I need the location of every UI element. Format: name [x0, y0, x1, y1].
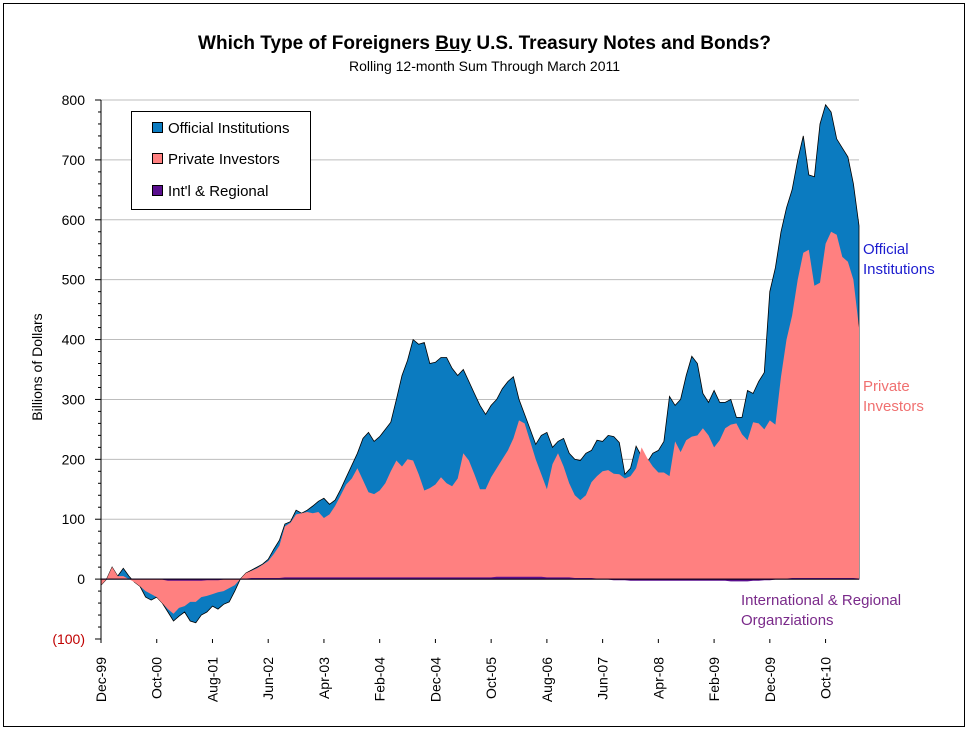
y-tick-label: 800 — [62, 92, 86, 108]
annotation-line: Organziations — [741, 612, 834, 629]
y-tick-label: 200 — [62, 451, 86, 467]
x-tick-label: Dec-99 — [93, 657, 109, 702]
annotation-line: Official — [863, 241, 909, 258]
y-tick-label: 500 — [62, 272, 86, 288]
axes — [95, 99, 859, 640]
chart-title: Which Type of Foreigners Buy U.S. Treasu… — [0, 33, 969, 55]
annotation-line: Institutions — [863, 261, 935, 278]
x-tick-label: Jun-07 — [595, 657, 611, 700]
title-part: Which Type of Foreigners — [198, 33, 436, 54]
y-tick-label: 100 — [62, 511, 86, 527]
legend-label: Official Institutions — [168, 120, 290, 137]
annotation-official: Official Institutions — [863, 240, 935, 280]
x-tick-label: Feb-04 — [372, 657, 388, 702]
y-tick-label: 400 — [62, 332, 86, 348]
y-tick-label: 600 — [62, 212, 86, 228]
y-tick-label: 0 — [77, 571, 85, 587]
title-emphasis: Buy — [435, 33, 472, 54]
x-tick-label: Oct-05 — [483, 657, 499, 699]
annotation-line: Investors — [863, 398, 924, 415]
x-tick-label: Dec-04 — [427, 657, 443, 702]
legend-label: Private Investors — [168, 151, 280, 168]
annotation-line: Private — [863, 378, 910, 395]
legend-item-intl: Int'l & Regional — [152, 183, 268, 200]
legend-item-private: Private Investors — [152, 151, 280, 168]
legend-swatch — [152, 185, 163, 196]
x-tick-label: Feb-09 — [706, 657, 722, 702]
y-axis-label: Billions of Dollars — [29, 313, 45, 420]
x-tick-label: Oct-10 — [818, 657, 834, 699]
x-tick-label: Apr-08 — [650, 657, 666, 699]
x-tick-label: Aug-01 — [204, 657, 220, 702]
x-tick-labels: Dec-99 Oct-00 Aug-01 Jun-02 Apr-03 Feb-04 Dec-… — [93, 639, 834, 702]
legend-label: Int'l & Regional — [168, 183, 269, 200]
legend: Official Institutions Private Investors … — [131, 111, 311, 210]
y-tick-label: (100) — [52, 631, 85, 647]
x-tick-label: Apr-03 — [316, 657, 332, 699]
x-tick-label: Dec-09 — [762, 657, 778, 702]
annotation-private: Private Investors — [863, 377, 924, 417]
chart-subtitle: Rolling 12-month Sum Through March 2011 — [348, 58, 621, 74]
annotation-line: International & Regional — [741, 592, 902, 609]
annotation-intl: International & Regional Organziations — [741, 591, 901, 631]
x-tick-label: Oct-00 — [149, 657, 165, 699]
y-tick-label: 300 — [62, 391, 86, 407]
title-part: U.S. Treasury Notes and Bonds? — [471, 33, 771, 54]
legend-swatch — [152, 122, 163, 133]
legend-swatch — [152, 153, 163, 164]
x-tick-label: Aug-06 — [539, 657, 555, 702]
x-tick-label: Jun-02 — [260, 657, 276, 700]
y-tick-label: 700 — [62, 152, 86, 168]
y-tick-labels: 800 700 600 500 400 300 200 100 0 (100) — [52, 92, 85, 647]
legend-item-official: Official Institutions — [152, 120, 289, 137]
series-area-private — [101, 231, 859, 614]
